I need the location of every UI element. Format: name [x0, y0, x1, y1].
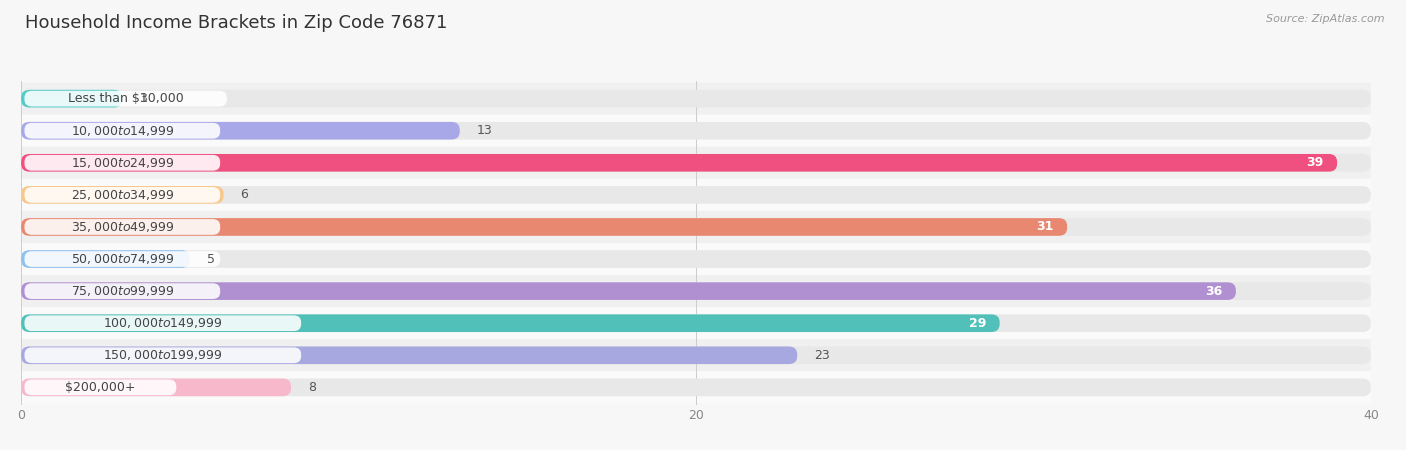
FancyBboxPatch shape [21, 315, 1000, 332]
FancyBboxPatch shape [24, 219, 221, 235]
FancyBboxPatch shape [24, 155, 221, 171]
Text: 5: 5 [207, 252, 215, 266]
FancyBboxPatch shape [21, 339, 1371, 371]
FancyBboxPatch shape [21, 315, 1371, 332]
Text: Less than $10,000: Less than $10,000 [67, 92, 184, 105]
FancyBboxPatch shape [21, 179, 1371, 211]
Text: 39: 39 [1306, 156, 1323, 169]
Text: 6: 6 [240, 189, 249, 202]
FancyBboxPatch shape [21, 371, 1371, 403]
Text: $50,000 to $74,999: $50,000 to $74,999 [70, 252, 174, 266]
Text: Source: ZipAtlas.com: Source: ZipAtlas.com [1267, 14, 1385, 23]
FancyBboxPatch shape [21, 115, 1371, 147]
Text: 36: 36 [1205, 284, 1222, 297]
FancyBboxPatch shape [21, 243, 1371, 275]
FancyBboxPatch shape [24, 91, 226, 107]
FancyBboxPatch shape [21, 154, 1371, 171]
FancyBboxPatch shape [24, 251, 221, 267]
FancyBboxPatch shape [21, 346, 797, 364]
FancyBboxPatch shape [21, 282, 1371, 300]
Text: $200,000+: $200,000+ [65, 381, 135, 394]
FancyBboxPatch shape [21, 122, 460, 140]
Text: $10,000 to $14,999: $10,000 to $14,999 [70, 124, 174, 138]
Text: 23: 23 [814, 349, 830, 362]
Text: 13: 13 [477, 124, 492, 137]
Text: $35,000 to $49,999: $35,000 to $49,999 [70, 220, 174, 234]
Text: $100,000 to $149,999: $100,000 to $149,999 [103, 316, 222, 330]
FancyBboxPatch shape [21, 250, 1371, 268]
FancyBboxPatch shape [24, 347, 301, 363]
Text: $25,000 to $34,999: $25,000 to $34,999 [70, 188, 174, 202]
FancyBboxPatch shape [21, 307, 1371, 339]
FancyBboxPatch shape [21, 186, 224, 204]
Text: 8: 8 [308, 381, 316, 394]
FancyBboxPatch shape [21, 218, 1371, 236]
Text: $75,000 to $99,999: $75,000 to $99,999 [70, 284, 174, 298]
Text: $150,000 to $199,999: $150,000 to $199,999 [103, 348, 222, 362]
FancyBboxPatch shape [21, 282, 1236, 300]
FancyBboxPatch shape [21, 378, 291, 396]
FancyBboxPatch shape [24, 123, 221, 139]
FancyBboxPatch shape [21, 90, 1371, 108]
Text: $15,000 to $24,999: $15,000 to $24,999 [70, 156, 174, 170]
FancyBboxPatch shape [21, 154, 1337, 171]
FancyBboxPatch shape [21, 90, 122, 108]
FancyBboxPatch shape [21, 211, 1371, 243]
FancyBboxPatch shape [21, 378, 1371, 396]
FancyBboxPatch shape [24, 379, 176, 395]
FancyBboxPatch shape [21, 83, 1371, 115]
FancyBboxPatch shape [21, 275, 1371, 307]
Text: 31: 31 [1036, 220, 1053, 234]
FancyBboxPatch shape [21, 122, 1371, 140]
FancyBboxPatch shape [21, 250, 190, 268]
Text: Household Income Brackets in Zip Code 76871: Household Income Brackets in Zip Code 76… [25, 14, 447, 32]
FancyBboxPatch shape [24, 283, 221, 299]
Text: 3: 3 [139, 92, 148, 105]
FancyBboxPatch shape [24, 315, 301, 331]
FancyBboxPatch shape [21, 218, 1067, 236]
FancyBboxPatch shape [21, 346, 1371, 364]
FancyBboxPatch shape [24, 187, 221, 203]
FancyBboxPatch shape [21, 186, 1371, 204]
FancyBboxPatch shape [21, 147, 1371, 179]
Text: 29: 29 [969, 317, 986, 330]
